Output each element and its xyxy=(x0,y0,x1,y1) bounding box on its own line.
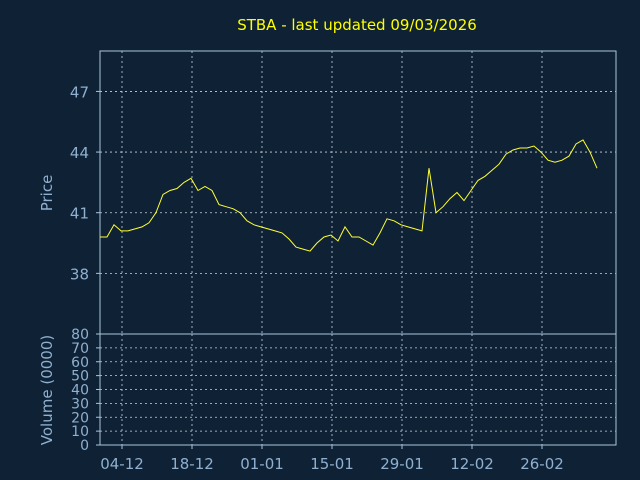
price-axis-label: Price xyxy=(38,175,56,212)
x-tick-label: 15-01 xyxy=(310,455,354,473)
volume-axis-label: Volume (0000) xyxy=(38,335,56,445)
volume-tick-label: 10 xyxy=(71,424,89,440)
volume-tick-label: 60 xyxy=(71,355,89,371)
price-panel: 38 41 44 47 Price xyxy=(38,50,617,335)
x-tick-label: 29-01 xyxy=(380,455,424,473)
x-tick-label: 01-01 xyxy=(240,455,284,473)
volume-tick-label: 40 xyxy=(71,383,89,399)
price-tick-label: 41 xyxy=(70,205,89,223)
volume-tick-label: 30 xyxy=(71,396,89,412)
price-tick-label: 47 xyxy=(70,83,89,101)
volume-tick-label: 50 xyxy=(71,369,89,385)
price-line xyxy=(100,139,598,252)
price-tick-label: 38 xyxy=(70,265,89,283)
volume-tick-label: 20 xyxy=(71,410,89,426)
volume-tick-label: 0 xyxy=(80,438,89,454)
x-axis-ticks: 04-12 18-12 01-01 15-01 29-01 12-02 26-02 xyxy=(100,445,564,473)
volume-tick-label: 80 xyxy=(71,327,89,343)
x-tick-label: 04-12 xyxy=(100,455,144,473)
x-tick-label: 26-02 xyxy=(520,455,564,473)
x-tick-label: 12-02 xyxy=(450,455,494,473)
volume-tick-label: 70 xyxy=(71,341,89,357)
price-tick-label: 44 xyxy=(70,144,89,162)
x-tick-label: 18-12 xyxy=(170,455,214,473)
price-grid xyxy=(100,51,616,334)
price-y-ticks: 38 41 44 47 xyxy=(70,83,100,283)
chart-title: STBA - last updated 09/03/2026 xyxy=(237,16,477,34)
